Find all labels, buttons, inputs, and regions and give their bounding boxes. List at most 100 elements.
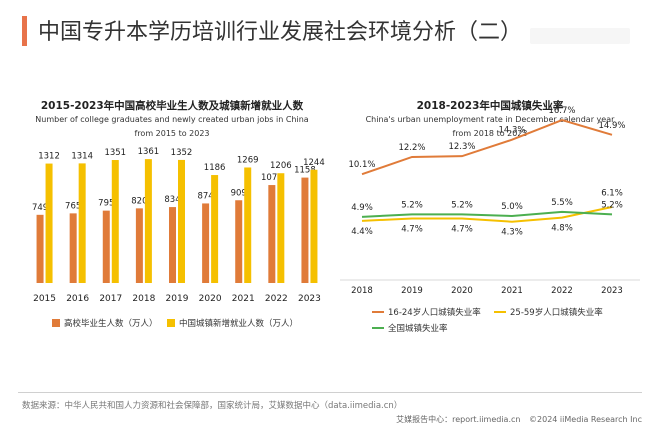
bar-graduates-2022: [268, 185, 276, 283]
bar-value-label-graduates-2016: 765: [65, 201, 81, 211]
line-legend-national: 全国城镇失业率: [372, 322, 448, 334]
bar-jobs-2021: [244, 167, 252, 283]
bar-value-label-jobs-2017: 1351: [104, 148, 126, 158]
line-series-adult: [361, 206, 613, 223]
x-tick-2019: 2019: [166, 294, 189, 304]
bar-graduates-2020: [202, 203, 210, 283]
bar-value-label-graduates-2023: 1158: [294, 166, 316, 176]
x-tick-2016: 2016: [66, 294, 89, 304]
line-label-national-2018: 4.9%: [351, 203, 373, 213]
bar-graduates-2019: [169, 207, 176, 283]
bar-value-label-graduates-2019: 834: [164, 195, 180, 205]
bar-chart-subtitle-2: from 2015 to 2023: [134, 129, 210, 138]
line-legend-16-24-label: 16-24岁人口城镇失业率: [388, 308, 481, 318]
bar-jobs-2018: [144, 159, 152, 283]
bar-value-label-jobs-2015: 1312: [38, 152, 60, 162]
bar-graduates-2017: [102, 210, 110, 283]
line-x-tick-2019: 2019: [401, 286, 423, 296]
x-tick-2018: 2018: [132, 294, 155, 304]
bar-value-label-graduates-2017: 795: [98, 199, 114, 209]
line-x-tick-2023: 2023: [601, 286, 623, 296]
line-label-youth-2020: 12.3%: [448, 142, 475, 152]
x-tick-2022: 2022: [265, 294, 288, 304]
line-x-tick-2018: 2018: [351, 286, 373, 296]
line-legend-16-24: 16-24岁人口城镇失业率: [372, 306, 481, 318]
line-x-tick-2022: 2022: [551, 286, 573, 296]
bar-value-label-graduates-2018: 820: [131, 196, 147, 206]
line-series-youth: [361, 119, 613, 176]
line-legend-25-59: 25-59岁人口城镇失业率: [494, 306, 603, 318]
line-x-tick-2021: 2021: [501, 286, 523, 296]
line-label-youth-2023: 14.9%: [598, 121, 625, 131]
bar-value-label-jobs-2016: 1314: [71, 151, 93, 161]
title-accent-bar: [22, 16, 27, 46]
legend-line-green: [372, 327, 384, 329]
bar-graduates-2018: [135, 208, 143, 283]
bar-value-label-jobs-2020: 1186: [204, 163, 226, 173]
legend-line-yellow: [494, 311, 506, 313]
bar-value-label-graduates-2022: 1076: [261, 173, 283, 183]
bar-graduates-2021: [235, 200, 243, 283]
line-label-youth-2022: 16.7%: [548, 106, 575, 116]
bar-value-label-jobs-2022: 1206: [270, 161, 292, 171]
bar-value-label-jobs-2019: 1352: [171, 148, 193, 158]
bar-value-label-graduates-2020: 874: [197, 191, 213, 201]
bar-graduates-2023: [301, 177, 309, 283]
bar-legend-graduates-label: 高校毕业生人数（万人）: [64, 319, 158, 329]
line-label-adult-2020: 4.7%: [451, 224, 473, 234]
line-legend-national-label: 全国城镇失业率: [388, 324, 448, 334]
bar-value-label-graduates-2021: 909: [231, 188, 247, 198]
line-label-national-2023: 5.2%: [601, 200, 623, 210]
page-title: 中国专升本学历培训行业发展社会环境分析（二）: [38, 20, 523, 45]
line-label-national-2020: 5.2%: [451, 200, 473, 210]
footer: 艾媒报告中心：report.iimedia.cn ©2024 iiMedia R…: [390, 414, 642, 425]
line-label-adult-2022: 4.8%: [551, 224, 573, 234]
bar-value-label-jobs-2023: 1244: [303, 158, 325, 168]
line-label-national-2021: 5.0%: [501, 202, 523, 212]
bar-legend-jobs: 中国城镇新增就业人数（万人）: [167, 317, 298, 329]
line-chart-title: 2018-2023年中国城镇失业率: [416, 100, 564, 112]
bar-jobs-2015: [45, 163, 53, 283]
line-label-youth-2021: 14.3%: [498, 126, 525, 136]
x-tick-2017: 2017: [99, 294, 122, 304]
line-label-national-2019: 5.2%: [401, 200, 423, 210]
bar-legend-graduates: 高校毕业生人数（万人）: [52, 317, 158, 329]
bar-jobs-2019: [178, 159, 185, 283]
x-tick-2023: 2023: [298, 294, 321, 304]
bar-legend-jobs-label: 中国城镇新增就业人数（万人）: [179, 319, 299, 329]
legend-line-orange: [372, 311, 384, 313]
bar-chart-subtitle-1: Number of college graduates and newly cr…: [35, 115, 309, 124]
line-label-adult-2019: 4.7%: [401, 224, 423, 234]
watermark-logo: [530, 28, 630, 44]
bar-jobs-2023: [310, 169, 318, 283]
data-source: 数据来源：中华人民共和国人力资源和社会保障部，国家统计局，艾媒数据中心（data…: [22, 401, 403, 411]
line-legend-25-59-label: 25-59岁人口城镇失业率: [510, 308, 603, 318]
footer-site: 艾媒报告中心：report.iimedia.cn: [396, 415, 521, 424]
bar-jobs-2022: [277, 173, 285, 283]
bar-value-label-jobs-2018: 1361: [138, 147, 160, 157]
legend-swatch-orange: [52, 319, 60, 327]
bar-graduates-2015: [36, 214, 44, 283]
x-tick-2020: 2020: [199, 294, 222, 304]
bar-graduates-2016: [69, 213, 77, 283]
line-series-national: [361, 210, 613, 218]
footer-copyright: ©2024 iiMedia Research Inc: [529, 415, 642, 424]
line-label-youth-2018: 10.1%: [348, 160, 375, 170]
line-label-adult-2021: 4.3%: [501, 228, 523, 238]
bar-jobs-2020: [211, 175, 219, 283]
bar-value-label-jobs-2021: 1269: [237, 155, 259, 165]
line-label-national-2022: 5.5%: [551, 198, 573, 208]
line-label-youth-2019: 12.2%: [398, 143, 425, 153]
bar-jobs-2017: [111, 160, 119, 283]
x-tick-2015: 2015: [33, 294, 56, 304]
line-label-adult-2018: 4.4%: [351, 227, 373, 237]
line-chart-subtitle-1: China's urban unemployment rate in Decem…: [365, 115, 615, 124]
line-chart-subtitle-2: from 2018 to 2023: [452, 129, 528, 138]
legend-swatch-yellow: [167, 319, 175, 327]
bar-value-label-graduates-2015: 749: [32, 203, 48, 213]
line-x-tick-2020: 2020: [451, 286, 473, 296]
bar-jobs-2016: [78, 163, 86, 283]
footer-divider: [18, 392, 642, 393]
bar-chart-title: 2015-2023年中国高校毕业生人数及城镇新增就业人数: [40, 100, 304, 112]
